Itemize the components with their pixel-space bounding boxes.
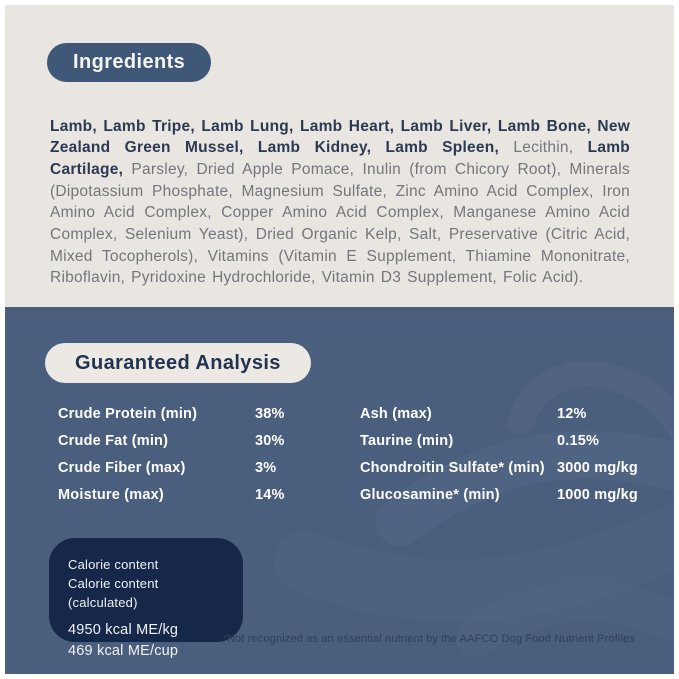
nutrient-label: Glucosamine* (min) [360, 486, 500, 503]
aafco-footnote: *Not recognized as an essential nutrient… [222, 633, 635, 645]
ingredients-heading-pill: Ingredients [47, 43, 212, 82]
guaranteed-analysis-heading-pill: Guaranteed Analysis [45, 343, 311, 383]
table-row: Crude Fiber (max) 3% Chondroitin Sulfate… [58, 454, 641, 481]
ingredients-segment-bold-1: Lamb, Lamb Tripe, Lamb Lung, Lamb Heart,… [50, 117, 630, 157]
nutrient-label: Crude Fat (min) [58, 432, 169, 449]
ingredients-section: Ingredients Lamb, Lamb Tripe, Lamb Lung,… [5, 5, 674, 307]
calorie-heading-line1: Calorie content [68, 557, 159, 572]
guaranteed-analysis-section: Guaranteed Analysis Crude Protein (min) … [5, 307, 674, 674]
calorie-values: 4950 kcal ME/kg 469 kcal ME/cup [68, 620, 231, 662]
nutrient-label: Ash (max) [360, 405, 432, 422]
nutrient-value: 12% [557, 405, 587, 422]
kcal-per-kg: 4950 kcal ME/kg [68, 622, 179, 638]
table-row: Moisture (max) 14% Glucosamine* (min) 10… [58, 481, 641, 508]
ingredients-segment-regular-1: Lecithin, [513, 139, 588, 157]
kcal-per-cup: 469 kcal ME/cup [68, 643, 179, 659]
guaranteed-analysis-heading: Guaranteed Analysis [75, 351, 281, 374]
ingredients-paragraph: Lamb, Lamb Tripe, Lamb Lung, Lamb Heart,… [50, 116, 630, 290]
calorie-content-box: Calorie content Calorie content (calcula… [49, 538, 243, 659]
nutrient-value: 14% [255, 486, 285, 503]
nutrient-value: 0.15% [557, 432, 600, 449]
nutrient-label: Taurine (min) [360, 432, 454, 449]
nutrient-value: 3000 mg/kg [557, 459, 638, 476]
ingredients-segment-regular-2: Parsley, Dried Apple Pomace, Inulin (fro… [50, 160, 630, 287]
nutrient-value: 30% [255, 432, 285, 449]
table-row: Crude Fat (min) 30% Taurine (min) 0.15% [58, 427, 641, 454]
nutrient-label: Crude Protein (min) [58, 405, 198, 422]
nutrient-label: Crude Fiber (max) [58, 459, 186, 476]
ingredients-heading: Ingredients [73, 51, 186, 73]
nutrient-label: Chondroitin Sulfate* (min) [360, 459, 545, 476]
nutrient-value: 3% [255, 459, 277, 476]
nutrient-value: 1000 mg/kg [557, 486, 638, 503]
nutrient-label: Moisture (max) [58, 486, 164, 503]
nutrient-value: 38% [255, 405, 285, 422]
ingredients-segment-bold-2: Lamb Cartilage, [50, 139, 630, 178]
table-row: Crude Protein (min) 38% Ash (max) 12% [58, 400, 641, 427]
calorie-heading-line2: Calorie content (calculated) [68, 576, 159, 610]
guaranteed-analysis-table: Crude Protein (min) 38% Ash (max) 12% Cr… [58, 400, 641, 508]
